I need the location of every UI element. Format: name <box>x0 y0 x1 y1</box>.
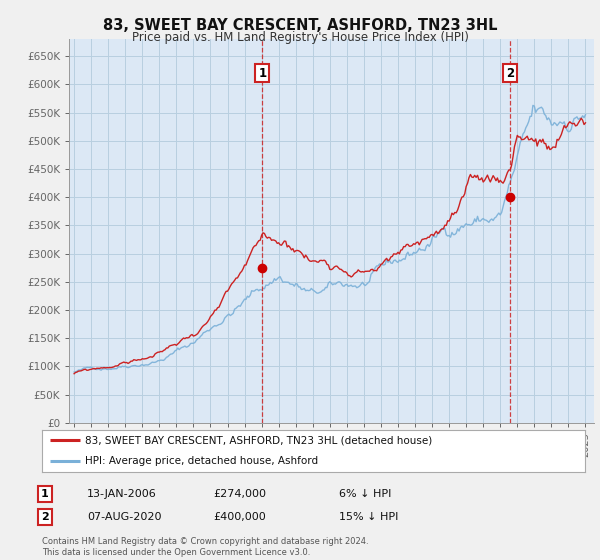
Text: Contains HM Land Registry data © Crown copyright and database right 2024.: Contains HM Land Registry data © Crown c… <box>42 537 368 546</box>
Text: 1: 1 <box>41 489 49 499</box>
Text: 15% ↓ HPI: 15% ↓ HPI <box>339 512 398 522</box>
Text: £400,000: £400,000 <box>213 512 266 522</box>
Text: £274,000: £274,000 <box>213 489 266 499</box>
Text: 1: 1 <box>258 67 266 80</box>
Text: HPI: Average price, detached house, Ashford: HPI: Average price, detached house, Ashf… <box>85 456 319 466</box>
Text: 6% ↓ HPI: 6% ↓ HPI <box>339 489 391 499</box>
Text: 83, SWEET BAY CRESCENT, ASHFORD, TN23 3HL (detached house): 83, SWEET BAY CRESCENT, ASHFORD, TN23 3H… <box>85 435 433 445</box>
Text: 2: 2 <box>41 512 49 522</box>
Text: 13-JAN-2006: 13-JAN-2006 <box>87 489 157 499</box>
Text: 07-AUG-2020: 07-AUG-2020 <box>87 512 161 522</box>
Text: Price paid vs. HM Land Registry's House Price Index (HPI): Price paid vs. HM Land Registry's House … <box>131 31 469 44</box>
Text: 2: 2 <box>506 67 515 80</box>
Text: 83, SWEET BAY CRESCENT, ASHFORD, TN23 3HL: 83, SWEET BAY CRESCENT, ASHFORD, TN23 3H… <box>103 18 497 33</box>
Text: This data is licensed under the Open Government Licence v3.0.: This data is licensed under the Open Gov… <box>42 548 310 557</box>
